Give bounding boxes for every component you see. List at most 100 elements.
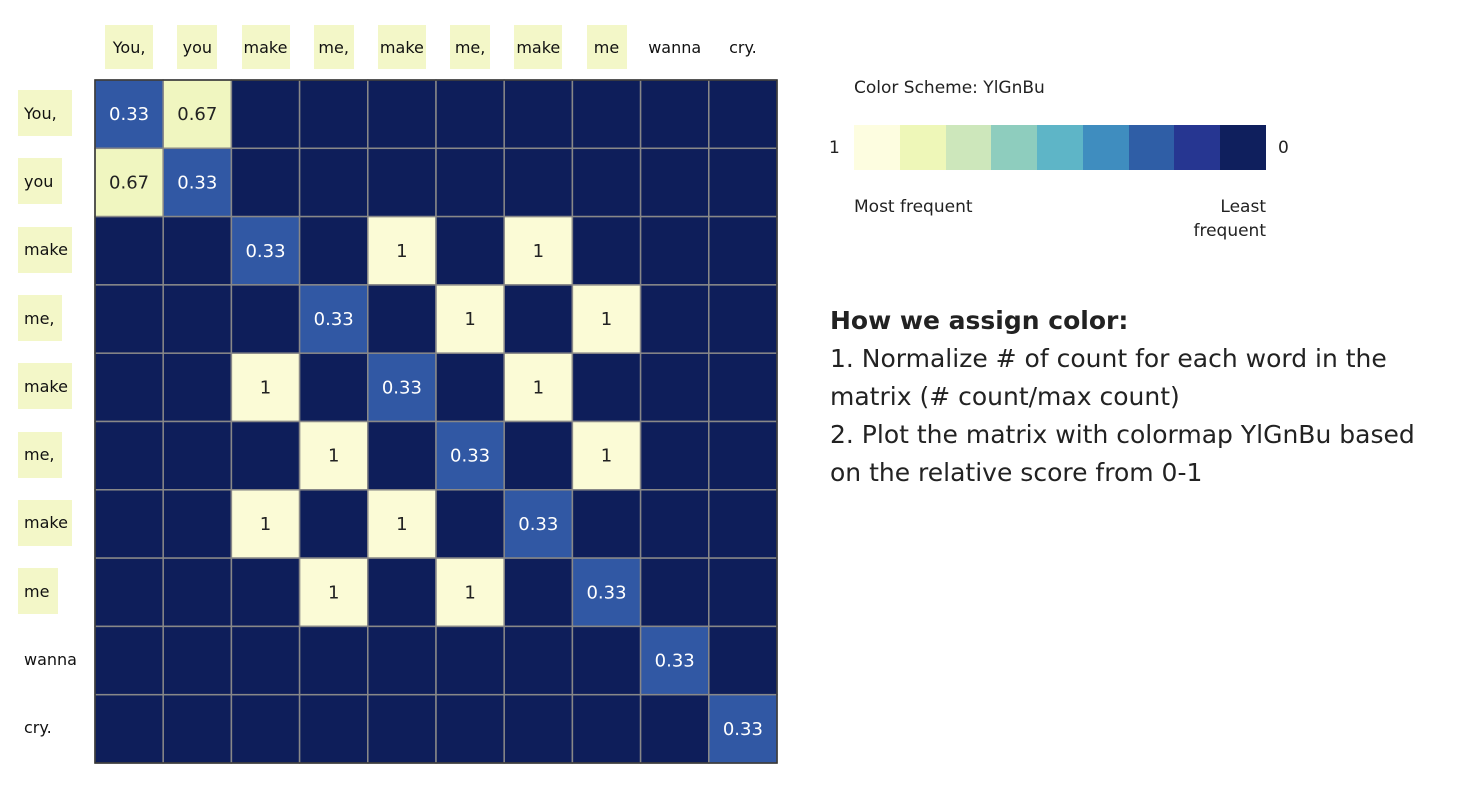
- heatmap-cell: [435, 215, 505, 286]
- heatmap-cell: [639, 284, 710, 354]
- heatmap-cell: [230, 420, 301, 491]
- heatmap-cell-label: 1: [260, 514, 271, 535]
- heatmap-cell: [162, 215, 233, 286]
- heatmap-cell: [435, 352, 505, 423]
- heatmap-cell: [503, 352, 574, 423]
- row-label: you: [18, 158, 62, 205]
- column-label: make: [514, 25, 563, 69]
- heatmap-cell: [230, 693, 301, 764]
- heatmap-cell-label: 0.33: [655, 651, 695, 672]
- heatmap-cell: [708, 284, 778, 354]
- heatmap-cell-label: 0.33: [245, 241, 285, 262]
- heatmap-cell: [230, 147, 301, 218]
- heatmap-cell: [571, 79, 642, 150]
- column-label: you: [177, 25, 218, 69]
- heatmap-cell: [503, 79, 574, 150]
- heatmap-cell: [639, 625, 710, 696]
- heatmap-cell: [367, 284, 437, 354]
- heatmap-cell-label: 1: [464, 309, 475, 330]
- heatmap-cell: [162, 420, 233, 491]
- heatmap-cell: [162, 352, 233, 423]
- heatmap-cell: [435, 420, 505, 491]
- heatmap-cell: [571, 693, 642, 764]
- heatmap-cell-label: 0.33: [177, 172, 217, 193]
- cooccurrence-heatmap: 0.33 0.67 0.67 0.33 0.33 1 1 0.33 1 1 1 0.33 1 1 0.33 1…: [94, 79, 778, 764]
- heatmap-cell-label: 1: [396, 241, 407, 262]
- heatmap-cell: [639, 352, 710, 423]
- legend-swatch: [1037, 125, 1083, 170]
- heatmap-cell: [708, 352, 778, 423]
- heatmap-cell: [298, 215, 369, 286]
- heatmap-cell-label: 0.33: [450, 446, 490, 467]
- heatmap-cell: [503, 489, 574, 559]
- legend-low-value: 0: [1278, 138, 1289, 158]
- legend-swatch: [1220, 125, 1267, 170]
- legend-swatch: [854, 125, 900, 170]
- heatmap-cell: [230, 489, 301, 559]
- heatmap-cell-label: 0.67: [177, 104, 217, 125]
- heatmap-cell: [571, 557, 642, 628]
- heatmap-cell: [367, 352, 437, 423]
- heatmap-cell-label: 1: [533, 241, 544, 262]
- heatmap-cell: [435, 147, 505, 218]
- heatmap-cell: [230, 284, 301, 354]
- column-label: me,: [450, 25, 491, 69]
- heatmap-cell-label: 1: [464, 582, 475, 603]
- explanation-step-1: 1. Normalize # of count for each word in…: [830, 344, 1387, 411]
- heatmap-border: [94, 79, 778, 764]
- legend-swatch: [1128, 125, 1175, 170]
- heatmap-cell: [571, 215, 642, 286]
- row-label: me,: [18, 431, 62, 478]
- heatmap-cell: [94, 420, 164, 491]
- explanation-heading: How we assign color:: [830, 306, 1129, 335]
- heatmap-cell: [162, 284, 233, 354]
- heatmap-cell: [708, 625, 778, 696]
- explanation-step-2: 2. Plot the matrix with colormap YlGnBu …: [830, 420, 1415, 487]
- row-label: make: [18, 499, 72, 546]
- heatmap-cell-label: 1: [260, 377, 271, 398]
- heatmap-cell: [94, 215, 164, 286]
- heatmap-cell: [94, 625, 164, 696]
- row-label: make: [18, 363, 72, 410]
- heatmap-cell: [639, 693, 710, 764]
- heatmap-cell: [639, 489, 710, 559]
- heatmap-cell-label: 1: [328, 446, 339, 467]
- legend-swatch: [1174, 125, 1221, 170]
- legend-swatch: [991, 125, 1038, 170]
- row-label: me: [18, 568, 58, 615]
- column-label: me,: [313, 25, 354, 69]
- heatmap-cell: [503, 625, 574, 696]
- heatmap-cell: [435, 693, 505, 764]
- legend-swatch: [899, 125, 946, 170]
- heatmap-cell: [503, 284, 574, 354]
- heatmap-cell: [367, 489, 437, 559]
- column-label: cry.: [729, 37, 757, 57]
- heatmap-cell: [94, 352, 164, 423]
- heatmap-cell: [367, 557, 437, 628]
- heatmap-cell: [639, 147, 710, 218]
- heatmap-cell: [708, 693, 778, 764]
- heatmap-cell: [230, 557, 301, 628]
- heatmap-cell: [94, 79, 164, 150]
- heatmap-cell-label: 0.33: [109, 104, 149, 125]
- heatmap-cell: [503, 147, 574, 218]
- heatmap-cell: [571, 147, 642, 218]
- legend-most-frequent-label: Most frequent: [854, 197, 973, 217]
- column-label: make: [241, 25, 290, 69]
- legend-swatch: [1082, 125, 1129, 170]
- color-assignment-explanation: How we assign color: 1. Normalize # of c…: [830, 302, 1450, 492]
- heatmap-cell: [435, 79, 505, 150]
- heatmap-cell: [94, 693, 164, 764]
- heatmap-cell: [639, 79, 710, 150]
- heatmap-cell-label: 0.33: [586, 582, 626, 603]
- row-label: wanna: [24, 650, 77, 670]
- heatmap-cell: [435, 284, 505, 354]
- heatmap-cell: [94, 284, 164, 354]
- heatmap-cell-label: 0.33: [314, 309, 354, 330]
- row-label: cry.: [24, 718, 52, 738]
- legend-least-frequent-label: Least frequent: [1193, 197, 1266, 241]
- heatmap-cell: [639, 557, 710, 628]
- heatmap-cell: [503, 420, 574, 491]
- heatmap-cell: [230, 625, 301, 696]
- heatmap-cell-label: 1: [396, 514, 407, 535]
